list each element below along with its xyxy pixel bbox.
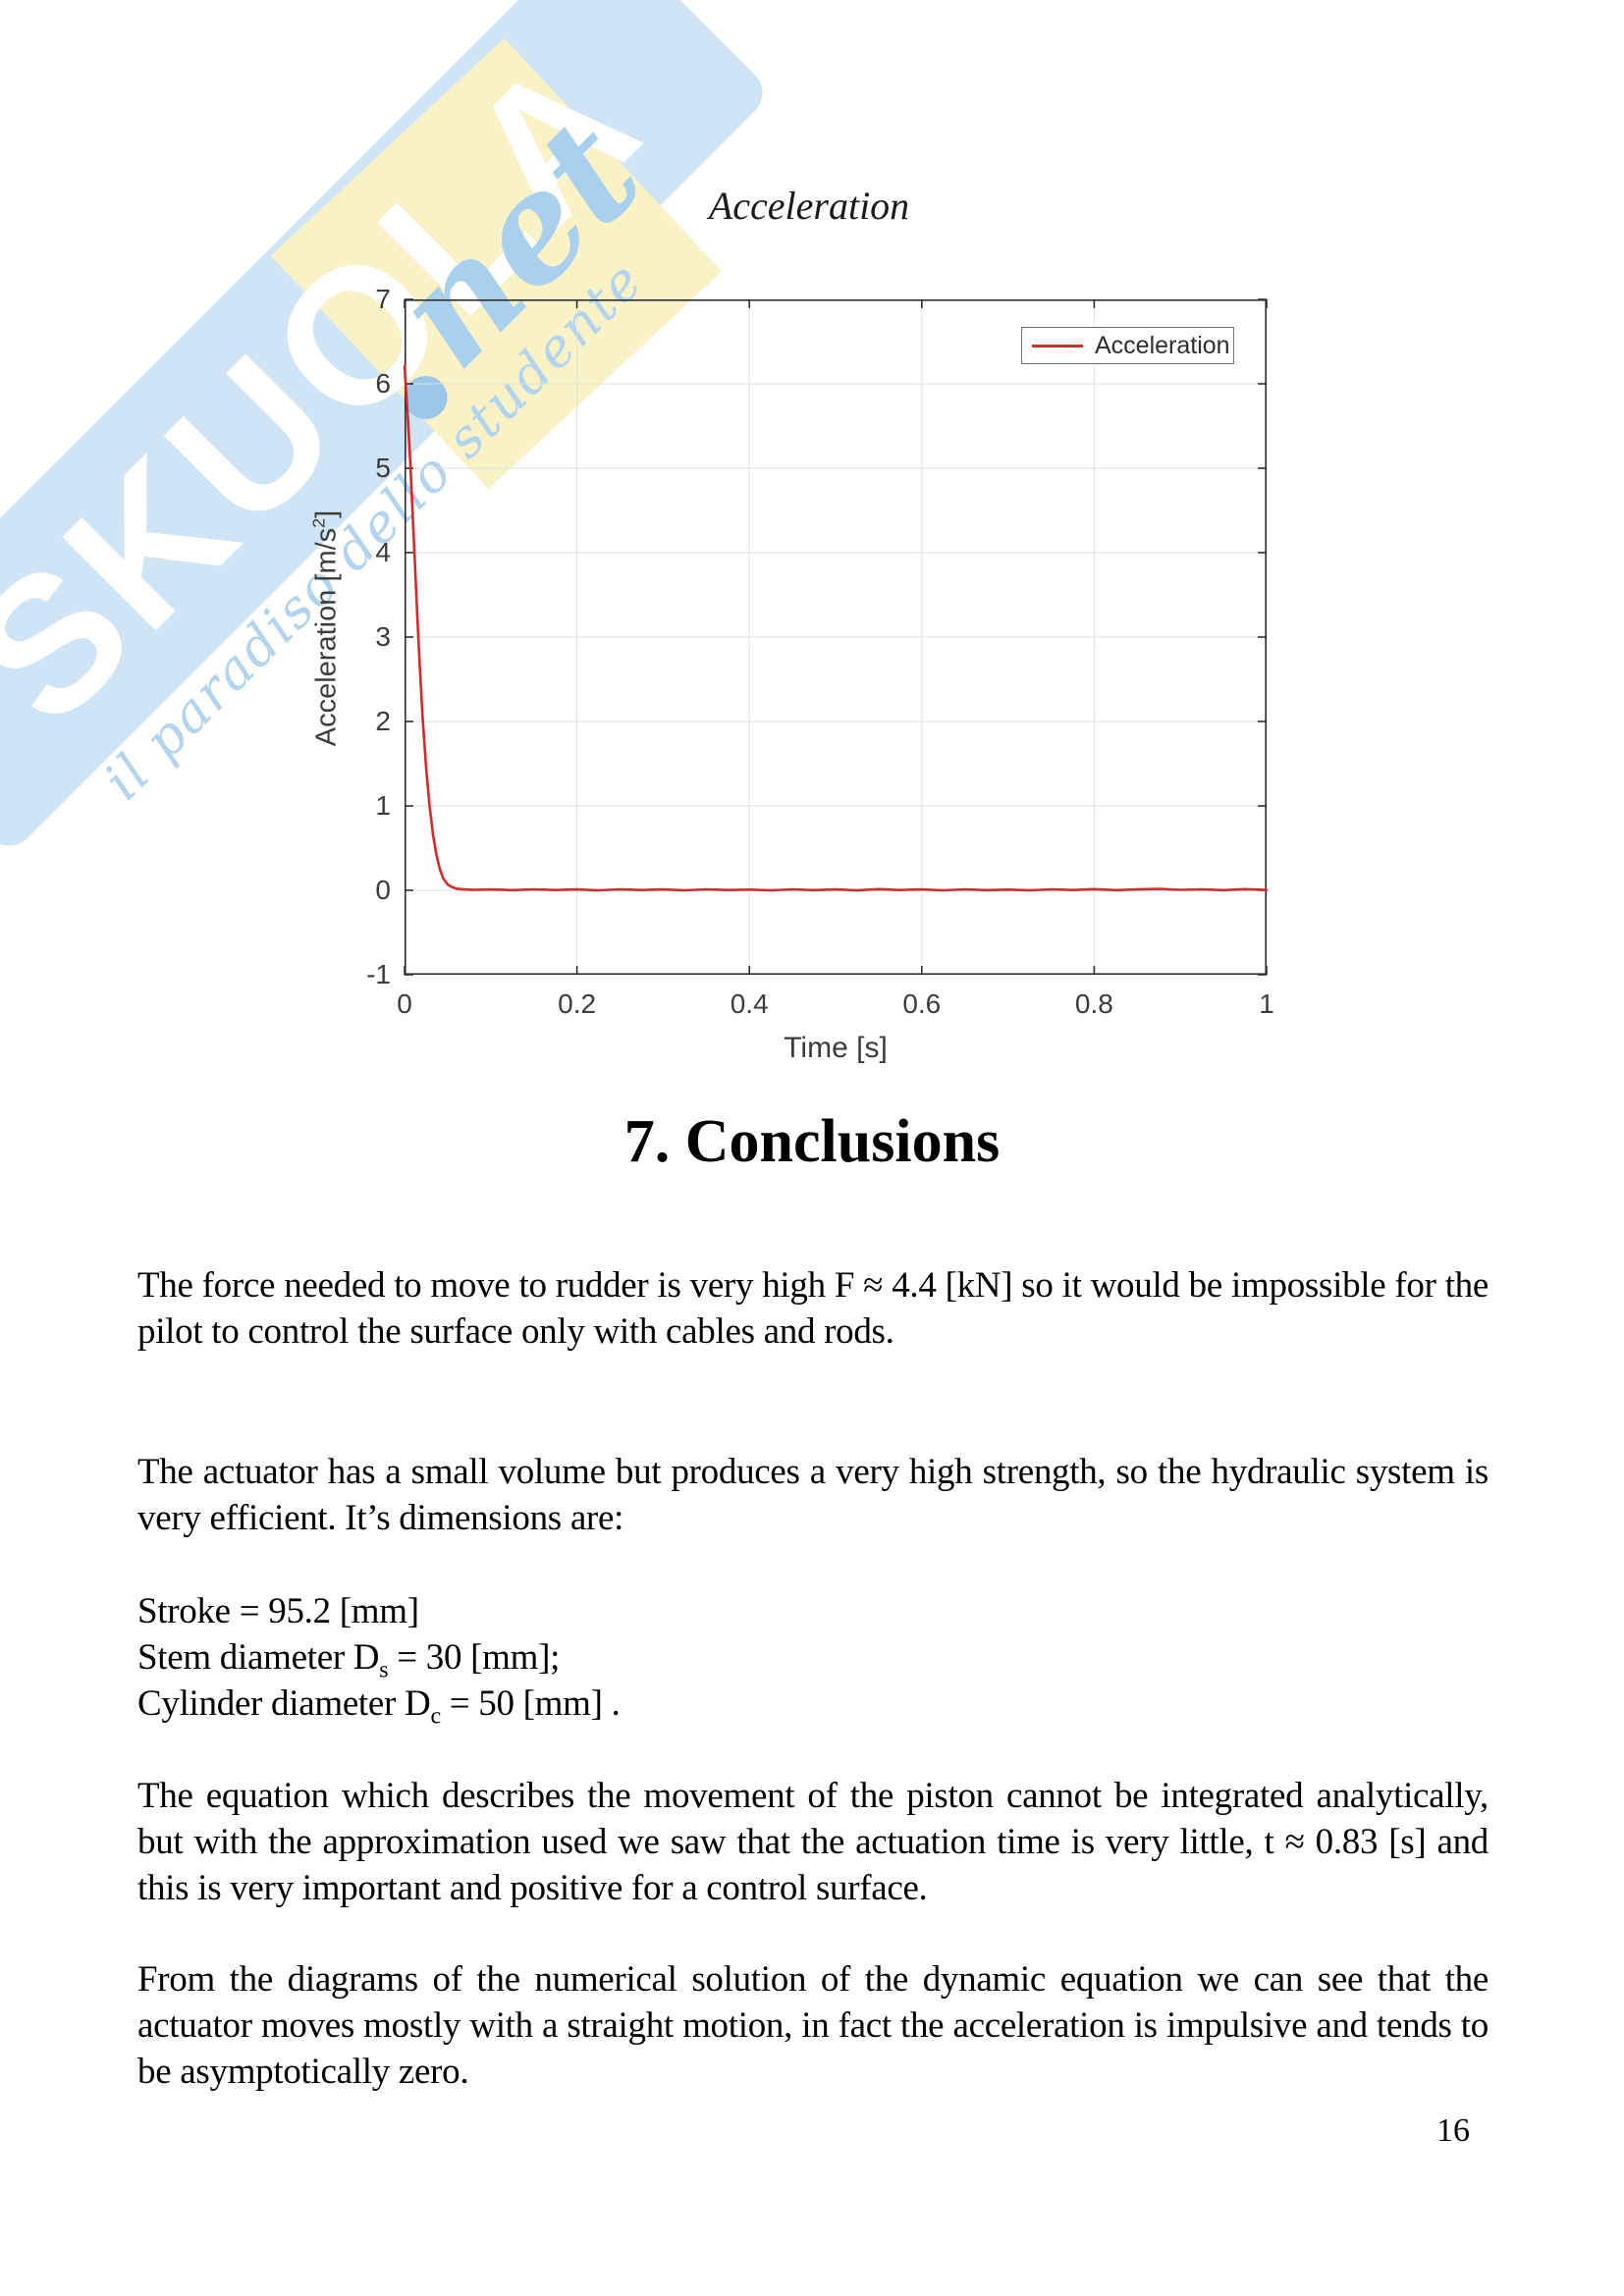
y-tick-label: 2 [375, 706, 391, 736]
x-tick-label: 1 [1259, 988, 1274, 1019]
y-tick-label: 6 [375, 368, 391, 399]
chart-plot-area [403, 298, 1269, 976]
chart-legend: Acceleration [1021, 327, 1234, 364]
y-tick-label: 1 [375, 790, 391, 821]
y-axis-label-sup: 2 [308, 517, 329, 528]
dimensions-list: Stroke = 95.2 [mm] Stem diameter Ds = 30… [137, 1588, 1489, 1730]
paragraph-equation: The equation which describes the movemen… [137, 1776, 1489, 1908]
y-tick-label: -1 [366, 959, 391, 989]
y-axis-label-close: ] [310, 509, 343, 518]
y-axis-label: Acceleration [m/s2] [309, 510, 344, 746]
dimension-value: = 50 [mm] . [440, 1683, 621, 1724]
paragraph-diagrams: From the diagrams of the numerical solut… [137, 1959, 1489, 2092]
x-tick-label: 0 [397, 988, 412, 1019]
dimension-stem-diameter: Stem diameter Ds = 30 [mm]; [137, 1634, 1489, 1683]
y-tick-label: 3 [375, 621, 391, 652]
legend-entry-label: Acceleration [1095, 331, 1230, 359]
x-axis-label: Time [s] [784, 1032, 888, 1064]
paragraph-actuator: The actuator has a small volume but prod… [137, 1452, 1489, 1538]
chart-title: Acceleration [708, 184, 910, 228]
section-heading: 7. Conclusions [623, 1108, 1001, 1175]
dimension-text: Stem diameter D [137, 1637, 380, 1678]
y-tick-label: 5 [375, 453, 391, 483]
x-tick-label: 0.6 [902, 988, 942, 1019]
acceleration-chart: 0 0.2 0.4 0.6 0.8 1 -1 0 1 2 3 4 5 6 7 Time [s] Accel… [309, 284, 1274, 1064]
y-tick-label: 7 [375, 284, 391, 314]
x-tick-label: 0.4 [730, 988, 769, 1019]
x-tick-label: 0.8 [1074, 988, 1113, 1019]
y-tick-label: 4 [375, 537, 391, 567]
dimension-subscript: c [430, 1703, 441, 1730]
paragraph-force: The force needed to move to rudder is ve… [137, 1265, 1489, 1352]
page-number: 16 [1436, 2112, 1470, 2149]
dimension-subscript: s [379, 1657, 389, 1683]
dimension-text: Cylinder diameter D [137, 1683, 431, 1724]
y-axis-label-main: Acceleration [m/s [310, 527, 343, 747]
dimension-cylinder-diameter: Cylinder diameter Dc = 50 [mm] . [137, 1681, 1489, 1730]
legend-line-sample-icon [1032, 344, 1083, 347]
dimension-text: Stroke = 95.2 [mm] [137, 1591, 419, 1631]
dimension-stroke: Stroke = 95.2 [mm] [137, 1588, 1489, 1634]
y-tick-label: 0 [375, 875, 391, 905]
dimension-value: = 30 [mm]; [388, 1637, 561, 1678]
x-tick-label: 0.2 [558, 988, 597, 1019]
